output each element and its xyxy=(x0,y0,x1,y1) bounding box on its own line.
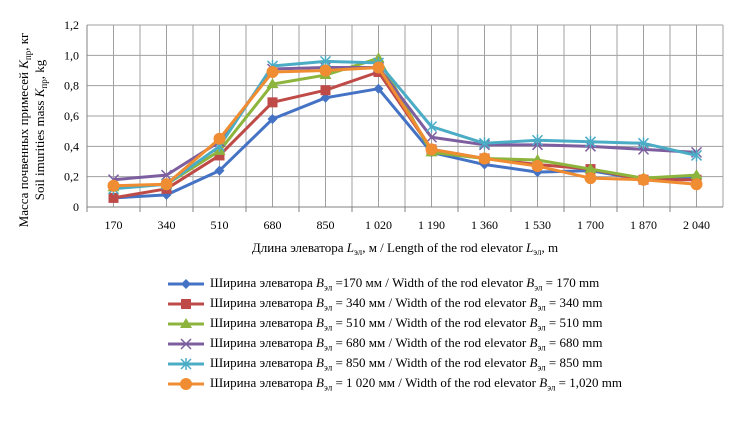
legend-label: Ширина элеватора Bэл = 850 мм / Width of… xyxy=(210,355,603,373)
legend-item: Ширина элеватора Bэл =170 мм / Width of … xyxy=(168,274,622,294)
series-line xyxy=(113,65,697,188)
data-point xyxy=(108,192,119,203)
data-point xyxy=(531,160,544,173)
series-line xyxy=(113,59,697,191)
data-point xyxy=(266,66,279,79)
x-tick-label: 1 870 xyxy=(630,218,657,232)
data-point xyxy=(690,169,703,180)
series-lines xyxy=(107,52,703,203)
x-tick-label: 340 xyxy=(158,218,176,232)
legend-swatch xyxy=(168,299,204,309)
data-point xyxy=(637,173,650,186)
legend-item: Ширина элеватора Bэл = 340 мм / Width of… xyxy=(168,294,622,314)
legend-marker xyxy=(181,299,191,309)
y-axis-label-en: Soil imurities mass Kпр, kg xyxy=(32,59,49,200)
x-tick-label: 1 700 xyxy=(577,218,604,232)
y-tick-label: 0,6 xyxy=(64,109,79,123)
legend-swatch xyxy=(168,338,204,350)
data-point xyxy=(373,83,384,94)
marker-stroke xyxy=(425,131,438,143)
data-point xyxy=(690,149,703,162)
legend-label: Ширина элеватора Bэл = 1 020 мм / Width … xyxy=(210,375,622,393)
legend-marker xyxy=(180,318,192,328)
legend-swatch xyxy=(168,279,204,289)
data-point xyxy=(584,135,597,148)
x-tick-label: 1 020 xyxy=(365,218,392,232)
legend-item: Ширина элеватора Bэл = 510 мм / Width of… xyxy=(168,314,622,334)
data-point xyxy=(425,131,438,143)
data-point xyxy=(320,85,331,96)
legend-label: Ширина элеватора Bэл =170 мм / Width of … xyxy=(210,275,600,293)
x-tick-label: 510 xyxy=(211,218,229,232)
data-point xyxy=(160,169,173,181)
legend-item: Ширина элеватора Bэл = 1 020 мм / Width … xyxy=(168,374,622,394)
data-point xyxy=(266,78,279,89)
y-tick-label: 1,0 xyxy=(64,48,79,62)
legend-label: Ширина элеватора Bэл = 680 мм / Width of… xyxy=(210,335,603,353)
x-axis-label: Длина элеватора Lэл, м / Length of the r… xyxy=(252,240,558,257)
x-tick-label: 2 040 xyxy=(683,218,710,232)
x-tick-labels: 170 340 510 680 850 1 020 1 190 1 360 1 530 1 700… xyxy=(105,218,711,232)
x-tick-label: 1 360 xyxy=(471,218,498,232)
marker-stroke xyxy=(180,338,192,350)
y-tick-label: 1,2 xyxy=(64,18,79,32)
series-6 xyxy=(107,61,703,192)
data-point xyxy=(107,179,120,192)
data-point xyxy=(425,120,438,133)
data-point xyxy=(160,178,173,191)
x-tick-label: 850 xyxy=(317,218,335,232)
data-point xyxy=(267,97,278,108)
legend-marker xyxy=(180,338,192,350)
y-tick-label: 0,4 xyxy=(64,139,79,153)
legend-item: Ширина элеватора Bэл = 680 мм / Width of… xyxy=(168,334,622,354)
data-point xyxy=(425,143,438,156)
x-tick-label: 1 190 xyxy=(418,218,445,232)
data-point xyxy=(319,64,332,77)
legend-marker xyxy=(180,378,192,390)
series-line xyxy=(113,56,697,189)
x-tick-label: 1 530 xyxy=(524,218,551,232)
data-point xyxy=(637,137,650,150)
x-tick-label: 170 xyxy=(105,218,123,232)
data-point xyxy=(690,178,703,191)
data-point xyxy=(267,114,278,125)
data-point xyxy=(214,165,225,176)
legend-swatch xyxy=(168,318,204,328)
data-point xyxy=(214,150,225,161)
y-tick-labels: 0 0,2 0,4 0,6 0,8 1,0 1,2 xyxy=(64,18,79,214)
data-point xyxy=(584,163,597,174)
data-point xyxy=(531,134,544,147)
y-axis-label-ru: Масса почвенных примесей Kпр, кг xyxy=(16,33,33,228)
legend-item: Ширина элеватора Bэл = 850 мм / Width of… xyxy=(168,354,622,374)
legend-label: Ширина элеватора Bэл = 510 мм / Width of… xyxy=(210,315,603,333)
data-point xyxy=(213,132,226,145)
legend-marker xyxy=(180,358,192,370)
data-point xyxy=(478,137,491,150)
marker-stroke xyxy=(160,169,173,181)
y-tick-label: 0 xyxy=(73,200,79,214)
data-point xyxy=(372,61,385,74)
data-point xyxy=(320,92,331,103)
legend-swatch xyxy=(168,378,204,390)
data-point xyxy=(478,152,491,165)
legend-marker xyxy=(181,279,191,289)
legend: Ширина элеватора Bэл =170 мм / Width of … xyxy=(168,274,622,394)
x-tick-label: 680 xyxy=(264,218,282,232)
y-tick-label: 0,8 xyxy=(64,79,79,93)
data-point xyxy=(584,172,597,185)
legend-swatch xyxy=(168,358,204,370)
y-tick-label: 0,2 xyxy=(64,170,79,184)
legend-label: Ширина элеватора Bэл = 340 мм / Width of… xyxy=(210,295,603,313)
